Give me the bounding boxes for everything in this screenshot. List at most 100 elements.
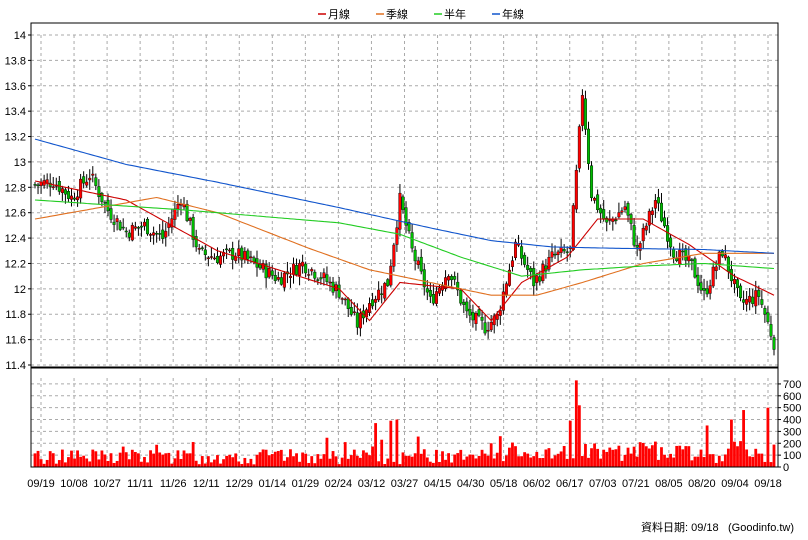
- candle-body: [425, 288, 429, 293]
- candle-body: [669, 237, 673, 248]
- candle-body: [742, 299, 746, 303]
- candle: [380, 285, 384, 304]
- candle-body: [748, 295, 752, 303]
- volume-bar: [544, 449, 548, 467]
- volume-bar: [79, 456, 83, 467]
- candle-body: [428, 290, 432, 297]
- x-tick-label: 02/24: [325, 478, 353, 490]
- volume-bar: [538, 458, 542, 467]
- volume-bar: [672, 457, 676, 467]
- candle-body: [139, 225, 143, 228]
- candle: [681, 243, 685, 261]
- volume-bar: [495, 452, 499, 467]
- volume-bar: [94, 451, 98, 467]
- candle-body: [523, 254, 527, 265]
- candle: [158, 224, 162, 241]
- candle-body: [565, 251, 569, 253]
- candle-body: [142, 221, 146, 227]
- candle-body: [441, 285, 445, 291]
- volume-bar: [48, 451, 52, 467]
- volume-bar: [292, 456, 295, 467]
- volume-grid: [31, 378, 778, 468]
- candle: [267, 262, 271, 279]
- candle-body: [109, 208, 113, 220]
- candle-body: [751, 296, 755, 304]
- volume-bar: [562, 445, 566, 467]
- candle-body: [45, 179, 49, 184]
- candle-body: [60, 188, 64, 193]
- volume-bar: [182, 450, 186, 467]
- x-tick-label: 11/11: [127, 478, 153, 490]
- candle-body: [696, 274, 700, 286]
- candle-body: [644, 225, 648, 231]
- volume-bar: [468, 454, 472, 467]
- candle-body: [635, 245, 639, 248]
- candle: [63, 187, 67, 204]
- candle: [234, 252, 238, 264]
- candle: [94, 173, 98, 191]
- x-axis-ticks: 09/19 10/08 10/27 11/11 11/26 12/11 12/29 01/14…: [27, 478, 782, 490]
- candle: [565, 246, 569, 262]
- candle-body: [699, 282, 703, 291]
- candle-body: [717, 251, 721, 265]
- candle: [535, 272, 539, 291]
- volume-bar: [33, 453, 37, 467]
- candle: [185, 200, 189, 223]
- volume-bar: [42, 463, 46, 467]
- candle: [450, 274, 454, 287]
- candle-body: [763, 308, 767, 315]
- candle-body: [79, 178, 83, 199]
- candle-body: [583, 98, 587, 130]
- volume-bar: [760, 453, 764, 467]
- candle: [203, 244, 207, 261]
- candle: [142, 218, 146, 231]
- candle: [623, 200, 627, 213]
- volume-bar: [733, 441, 736, 467]
- volume-bar: [237, 461, 241, 467]
- volume-bar: [209, 462, 213, 467]
- candle: [480, 309, 484, 330]
- candle: [76, 189, 80, 207]
- volume-bar: [757, 453, 761, 467]
- volume-bar: [112, 462, 116, 467]
- volume-bar: [501, 461, 505, 467]
- candle-body: [197, 248, 201, 250]
- volume-tick-label: 200: [783, 438, 801, 450]
- candle-body: [586, 128, 590, 164]
- candle-body: [711, 266, 715, 287]
- candle: [39, 178, 43, 194]
- candle-body: [514, 241, 518, 258]
- candle: [79, 173, 83, 204]
- candle: [115, 215, 119, 231]
- volume-bar: [556, 453, 560, 467]
- candle-body: [444, 277, 448, 289]
- candle-body: [608, 219, 612, 221]
- volume-bar: [602, 449, 606, 467]
- candle-body: [559, 247, 563, 253]
- volume-bar: [438, 461, 441, 467]
- volume-bar: [155, 444, 159, 467]
- volume-frame: [30, 367, 779, 468]
- candle-body: [705, 288, 709, 295]
- candle-body: [526, 264, 530, 270]
- candle-body: [33, 184, 37, 186]
- legend-label: 半年: [444, 7, 466, 21]
- volume-bar: [626, 447, 630, 467]
- candle: [726, 255, 730, 279]
- candle: [45, 173, 49, 189]
- volume-bar: [337, 464, 341, 467]
- volume-bar: [660, 447, 663, 467]
- candle: [219, 251, 223, 268]
- candle-body: [617, 212, 621, 218]
- candle-body: [708, 285, 712, 294]
- volume-bar: [477, 455, 481, 467]
- candle: [596, 189, 600, 213]
- candle: [246, 248, 250, 264]
- candle: [577, 124, 581, 173]
- volume-bar: [286, 457, 289, 467]
- volume-bar: [51, 453, 55, 467]
- volume-bar: [231, 457, 235, 467]
- volume-bar: [206, 456, 210, 467]
- volume-bar: [252, 464, 256, 467]
